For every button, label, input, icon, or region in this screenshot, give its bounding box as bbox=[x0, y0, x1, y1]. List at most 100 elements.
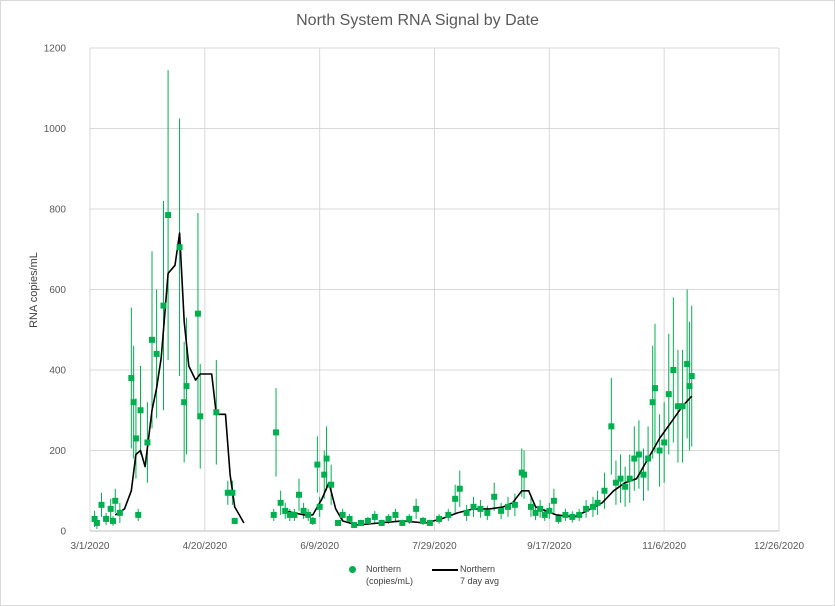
data-point bbox=[91, 515, 98, 522]
avg-line-segment bbox=[285, 395, 693, 526]
data-point bbox=[194, 310, 201, 317]
data-point bbox=[286, 511, 293, 518]
data-point bbox=[132, 435, 139, 442]
data-point bbox=[484, 509, 491, 516]
data-point bbox=[107, 505, 114, 512]
data-point bbox=[608, 423, 615, 430]
x-tick-label: 11/6/2020 bbox=[642, 541, 686, 552]
data-point bbox=[521, 471, 528, 478]
data-point bbox=[445, 511, 452, 518]
y-tick-label: 600 bbox=[49, 285, 66, 296]
legend-label-avg-line1: Northern bbox=[460, 564, 496, 574]
data-point bbox=[93, 519, 100, 526]
data-point bbox=[456, 485, 463, 492]
legend-marker-points bbox=[349, 566, 356, 573]
y-tick-label: 400 bbox=[49, 366, 66, 377]
data-point bbox=[153, 350, 160, 357]
data-point bbox=[98, 501, 105, 508]
legend: Northern (copies/mL) Northern 7 day avg bbox=[0, 563, 835, 597]
legend-label-avg-line2: 7 day avg bbox=[460, 576, 500, 586]
data-point bbox=[321, 471, 328, 478]
avg-line-segment bbox=[114, 232, 245, 524]
data-point bbox=[112, 497, 119, 504]
data-point bbox=[686, 383, 693, 390]
data-point bbox=[546, 507, 553, 514]
data-point bbox=[282, 507, 289, 514]
data-point bbox=[576, 511, 583, 518]
data-point bbox=[674, 403, 681, 410]
chart-title: North System RNA Signal by Date bbox=[296, 12, 539, 29]
x-tick-label: 6/9/2020 bbox=[300, 541, 339, 552]
x-tick-label: 12/26/2020 bbox=[754, 541, 804, 552]
data-point bbox=[130, 399, 137, 406]
data-point bbox=[498, 507, 505, 514]
data-point bbox=[323, 455, 330, 462]
legend-item-points: Northern (copies/mL) bbox=[349, 563, 413, 587]
data-point bbox=[631, 455, 638, 462]
x-tick-label: 4/20/2020 bbox=[183, 541, 228, 552]
data-point bbox=[229, 489, 236, 496]
data-point bbox=[392, 511, 399, 518]
data-point bbox=[128, 375, 135, 382]
data-point bbox=[426, 519, 433, 526]
legend-marker-line bbox=[432, 569, 458, 571]
data-point bbox=[291, 511, 298, 518]
data-point bbox=[470, 503, 477, 510]
data-point bbox=[413, 505, 420, 512]
data-point bbox=[562, 511, 569, 518]
y-tick-label: 200 bbox=[49, 446, 66, 457]
x-tick-label: 9/17/2020 bbox=[527, 541, 572, 552]
data-point bbox=[295, 491, 302, 498]
x-tick-label: 3/1/2020 bbox=[71, 541, 110, 552]
data-point bbox=[346, 515, 353, 522]
data-point bbox=[477, 505, 484, 512]
data-point bbox=[364, 517, 371, 524]
data-point bbox=[183, 383, 190, 390]
data-point bbox=[555, 515, 562, 522]
data-point bbox=[651, 385, 658, 392]
data-point bbox=[688, 373, 695, 380]
data-point bbox=[452, 495, 459, 502]
data-point bbox=[583, 505, 590, 512]
x-tick-label: 7/29/2020 bbox=[412, 541, 457, 552]
data-point bbox=[358, 519, 365, 526]
data-point bbox=[137, 407, 144, 414]
data-point bbox=[640, 471, 647, 478]
data-point bbox=[300, 507, 307, 514]
data-point bbox=[537, 505, 544, 512]
legend-label-points-line1: Northern bbox=[366, 564, 402, 574]
data-point bbox=[436, 515, 443, 522]
data-point bbox=[612, 479, 619, 486]
data-point bbox=[550, 497, 557, 504]
data-point bbox=[335, 519, 342, 526]
data-point bbox=[601, 487, 608, 494]
data-point bbox=[649, 399, 656, 406]
data-point bbox=[670, 367, 677, 373]
data-point bbox=[399, 519, 406, 526]
data-point bbox=[116, 509, 123, 516]
data-point bbox=[504, 503, 511, 510]
data-point bbox=[527, 503, 534, 510]
legend-label-points-line2: (copies/mL) bbox=[366, 576, 414, 586]
data-point bbox=[626, 475, 633, 482]
data-point bbox=[665, 391, 672, 398]
data-point bbox=[176, 244, 183, 251]
data-point bbox=[305, 511, 312, 518]
y-tick-label: 0 bbox=[60, 527, 66, 538]
data-point bbox=[420, 517, 427, 524]
data-point bbox=[463, 509, 470, 516]
data-point bbox=[309, 517, 316, 524]
data-point bbox=[314, 461, 321, 468]
data-point bbox=[224, 489, 231, 496]
data-point bbox=[273, 429, 280, 436]
y-tick-label: 1200 bbox=[44, 44, 67, 55]
data-point bbox=[661, 439, 668, 446]
data-point bbox=[491, 493, 498, 500]
data-point bbox=[339, 511, 346, 518]
data-point bbox=[144, 439, 151, 446]
data-point bbox=[589, 503, 596, 510]
data-point bbox=[351, 521, 358, 528]
data-point bbox=[328, 481, 335, 488]
data-point bbox=[622, 483, 629, 490]
